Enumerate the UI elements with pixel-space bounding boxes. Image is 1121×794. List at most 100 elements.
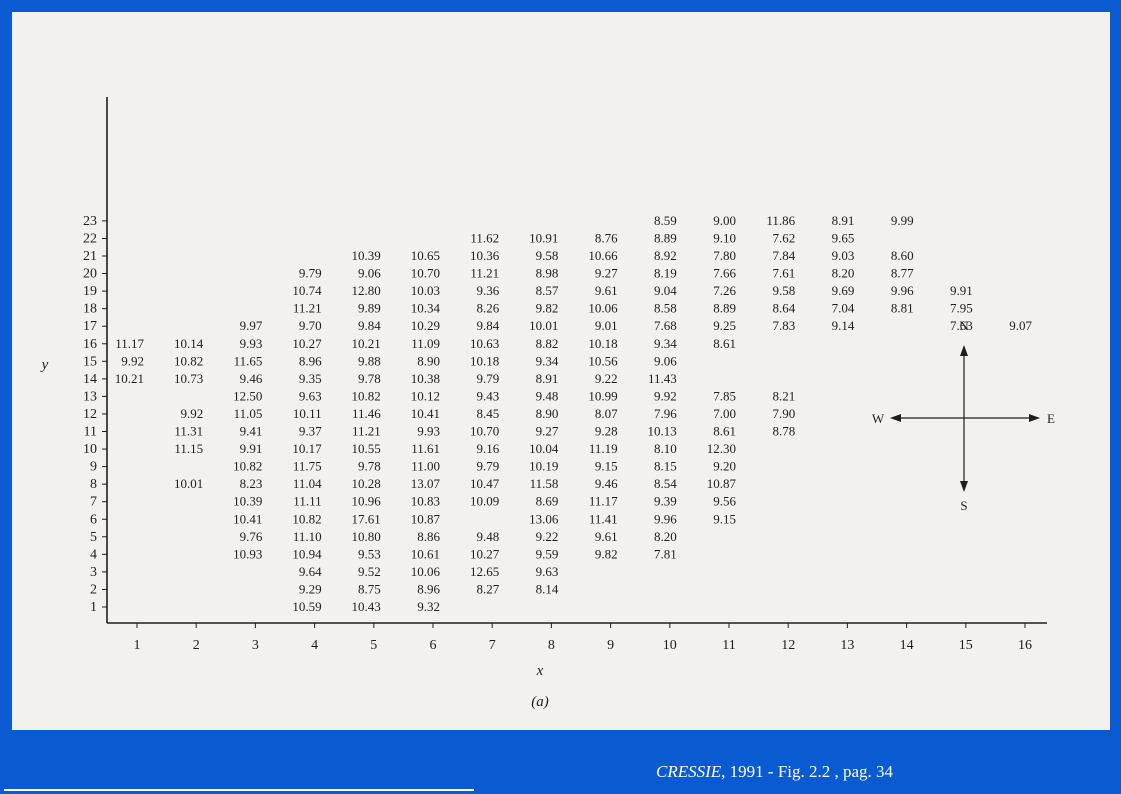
data-cell: 11.11 xyxy=(293,494,321,509)
y-tick-label: 17 xyxy=(83,319,97,334)
data-cell: 10.80 xyxy=(352,529,381,544)
y-tick-label: 12 xyxy=(83,407,97,422)
data-cell: 11.17 xyxy=(115,336,144,351)
data-cell: 10.87 xyxy=(411,511,441,526)
data-cell: 8.78 xyxy=(772,424,795,439)
data-cell: 8.59 xyxy=(654,213,677,228)
citation-footer: CRESSIE, 1991 - Fig. 2.2 , pag. 34 xyxy=(656,762,893,782)
data-cell: 9.34 xyxy=(536,353,559,368)
data-cell: 9.79 xyxy=(476,371,499,386)
data-cell: 9.29 xyxy=(299,581,322,596)
compass-west-label: W xyxy=(872,411,885,426)
data-cell: 8.76 xyxy=(595,230,618,245)
data-cell: 8.14 xyxy=(536,581,559,596)
east-arrowhead xyxy=(1029,414,1040,422)
y-tick-label: 4 xyxy=(90,547,97,562)
data-cell: 11.19 xyxy=(589,441,618,456)
data-cell: 10.55 xyxy=(352,441,381,456)
data-cell: 10.18 xyxy=(588,336,617,351)
data-cell: 8.90 xyxy=(536,406,559,421)
data-cell: 10.06 xyxy=(411,564,441,579)
data-cell: 11.46 xyxy=(352,406,381,421)
data-cell: 12.80 xyxy=(352,283,381,298)
data-cell: 10.21 xyxy=(115,371,144,386)
x-tick-label: 12 xyxy=(781,638,795,653)
y-tick-label: 14 xyxy=(83,372,97,387)
data-cell: 8.20 xyxy=(654,529,677,544)
data-cell: 9.91 xyxy=(240,441,263,456)
data-cell: 9.52 xyxy=(358,564,381,579)
data-cell: 11.21 xyxy=(470,266,499,281)
data-cell: 9.70 xyxy=(299,318,322,333)
data-cell: 10.74 xyxy=(292,283,322,298)
compass-south-label: S xyxy=(960,498,967,513)
data-cell: 9.91 xyxy=(950,283,973,298)
y-tick-label: 19 xyxy=(83,284,97,299)
data-cell: 10.99 xyxy=(588,388,617,403)
data-cell: 9.46 xyxy=(595,476,618,491)
data-cell: 9.96 xyxy=(891,283,914,298)
x-tick-label: 13 xyxy=(840,638,854,653)
data-cell: 9.34 xyxy=(654,336,677,351)
data-cell: 9.64 xyxy=(299,564,322,579)
data-cell: 11.15 xyxy=(174,441,203,456)
data-cell: 8.21 xyxy=(772,388,795,403)
data-cell: 9.15 xyxy=(713,511,736,526)
data-cell: 9.48 xyxy=(536,388,559,403)
x-tick-label: 2 xyxy=(193,638,200,653)
data-cell: 11.09 xyxy=(411,336,440,351)
data-cell: 8.26 xyxy=(476,301,499,316)
y-tick-label: 6 xyxy=(90,512,97,527)
data-cell: 10.29 xyxy=(411,318,440,333)
data-cell: 9.99 xyxy=(891,213,914,228)
data-cell: 7.00 xyxy=(713,406,736,421)
data-cell: 10.01 xyxy=(529,318,558,333)
data-cell: 7.61 xyxy=(772,266,795,281)
data-cell: 9.16 xyxy=(476,441,499,456)
data-cell: 9.36 xyxy=(476,283,499,298)
x-tick-label: 15 xyxy=(959,638,973,653)
data-cell: 8.81 xyxy=(891,301,914,316)
data-cell: 9.76 xyxy=(240,529,263,544)
x-axis-label: x xyxy=(536,663,544,679)
data-cell: 10.59 xyxy=(292,599,321,614)
x-tick-label: 8 xyxy=(548,638,555,653)
south-arrowhead xyxy=(960,481,968,492)
x-tick-label: 5 xyxy=(370,638,377,653)
data-cell: 8.20 xyxy=(832,266,855,281)
data-cell: 10.06 xyxy=(588,301,618,316)
data-cell: 7.83 xyxy=(772,318,795,333)
x-tick-label: 6 xyxy=(430,638,437,653)
data-cell: 8.77 xyxy=(891,266,914,281)
x-tick-label: 4 xyxy=(311,638,318,653)
data-cell: 9.93 xyxy=(417,424,440,439)
data-cell: 8.82 xyxy=(536,336,559,351)
data-cell: 10.87 xyxy=(707,476,737,491)
data-cell: 10.17 xyxy=(292,441,322,456)
data-cell: 11.21 xyxy=(352,424,381,439)
citation-author: CRESSIE xyxy=(656,762,722,781)
data-cell: 10.14 xyxy=(174,336,204,351)
data-cell: 10.82 xyxy=(292,511,321,526)
y-tick-label: 18 xyxy=(83,302,97,317)
data-cell: 10.09 xyxy=(470,494,499,509)
data-cell: 9.97 xyxy=(240,318,263,333)
data-cell: 8.75 xyxy=(358,581,381,596)
data-cell: 9.82 xyxy=(595,546,618,561)
y-tick-label: 13 xyxy=(83,389,97,404)
x-tick-label: 16 xyxy=(1018,638,1032,653)
data-cell: 11.05 xyxy=(234,406,263,421)
data-cell: 10.41 xyxy=(411,406,440,421)
data-cell: 8.57 xyxy=(536,283,559,298)
data-cell: 11.62 xyxy=(470,230,499,245)
data-cell: 11.00 xyxy=(411,459,440,474)
data-cell: 9.32 xyxy=(417,599,440,614)
data-cell: 9.82 xyxy=(536,301,559,316)
data-cell: 8.60 xyxy=(891,248,914,263)
data-cell: 10.38 xyxy=(411,371,440,386)
y-tick-label: 11 xyxy=(84,425,97,440)
data-cell: 10.82 xyxy=(352,388,381,403)
data-cell: 9.41 xyxy=(240,424,263,439)
data-cell: 11.41 xyxy=(589,511,618,526)
